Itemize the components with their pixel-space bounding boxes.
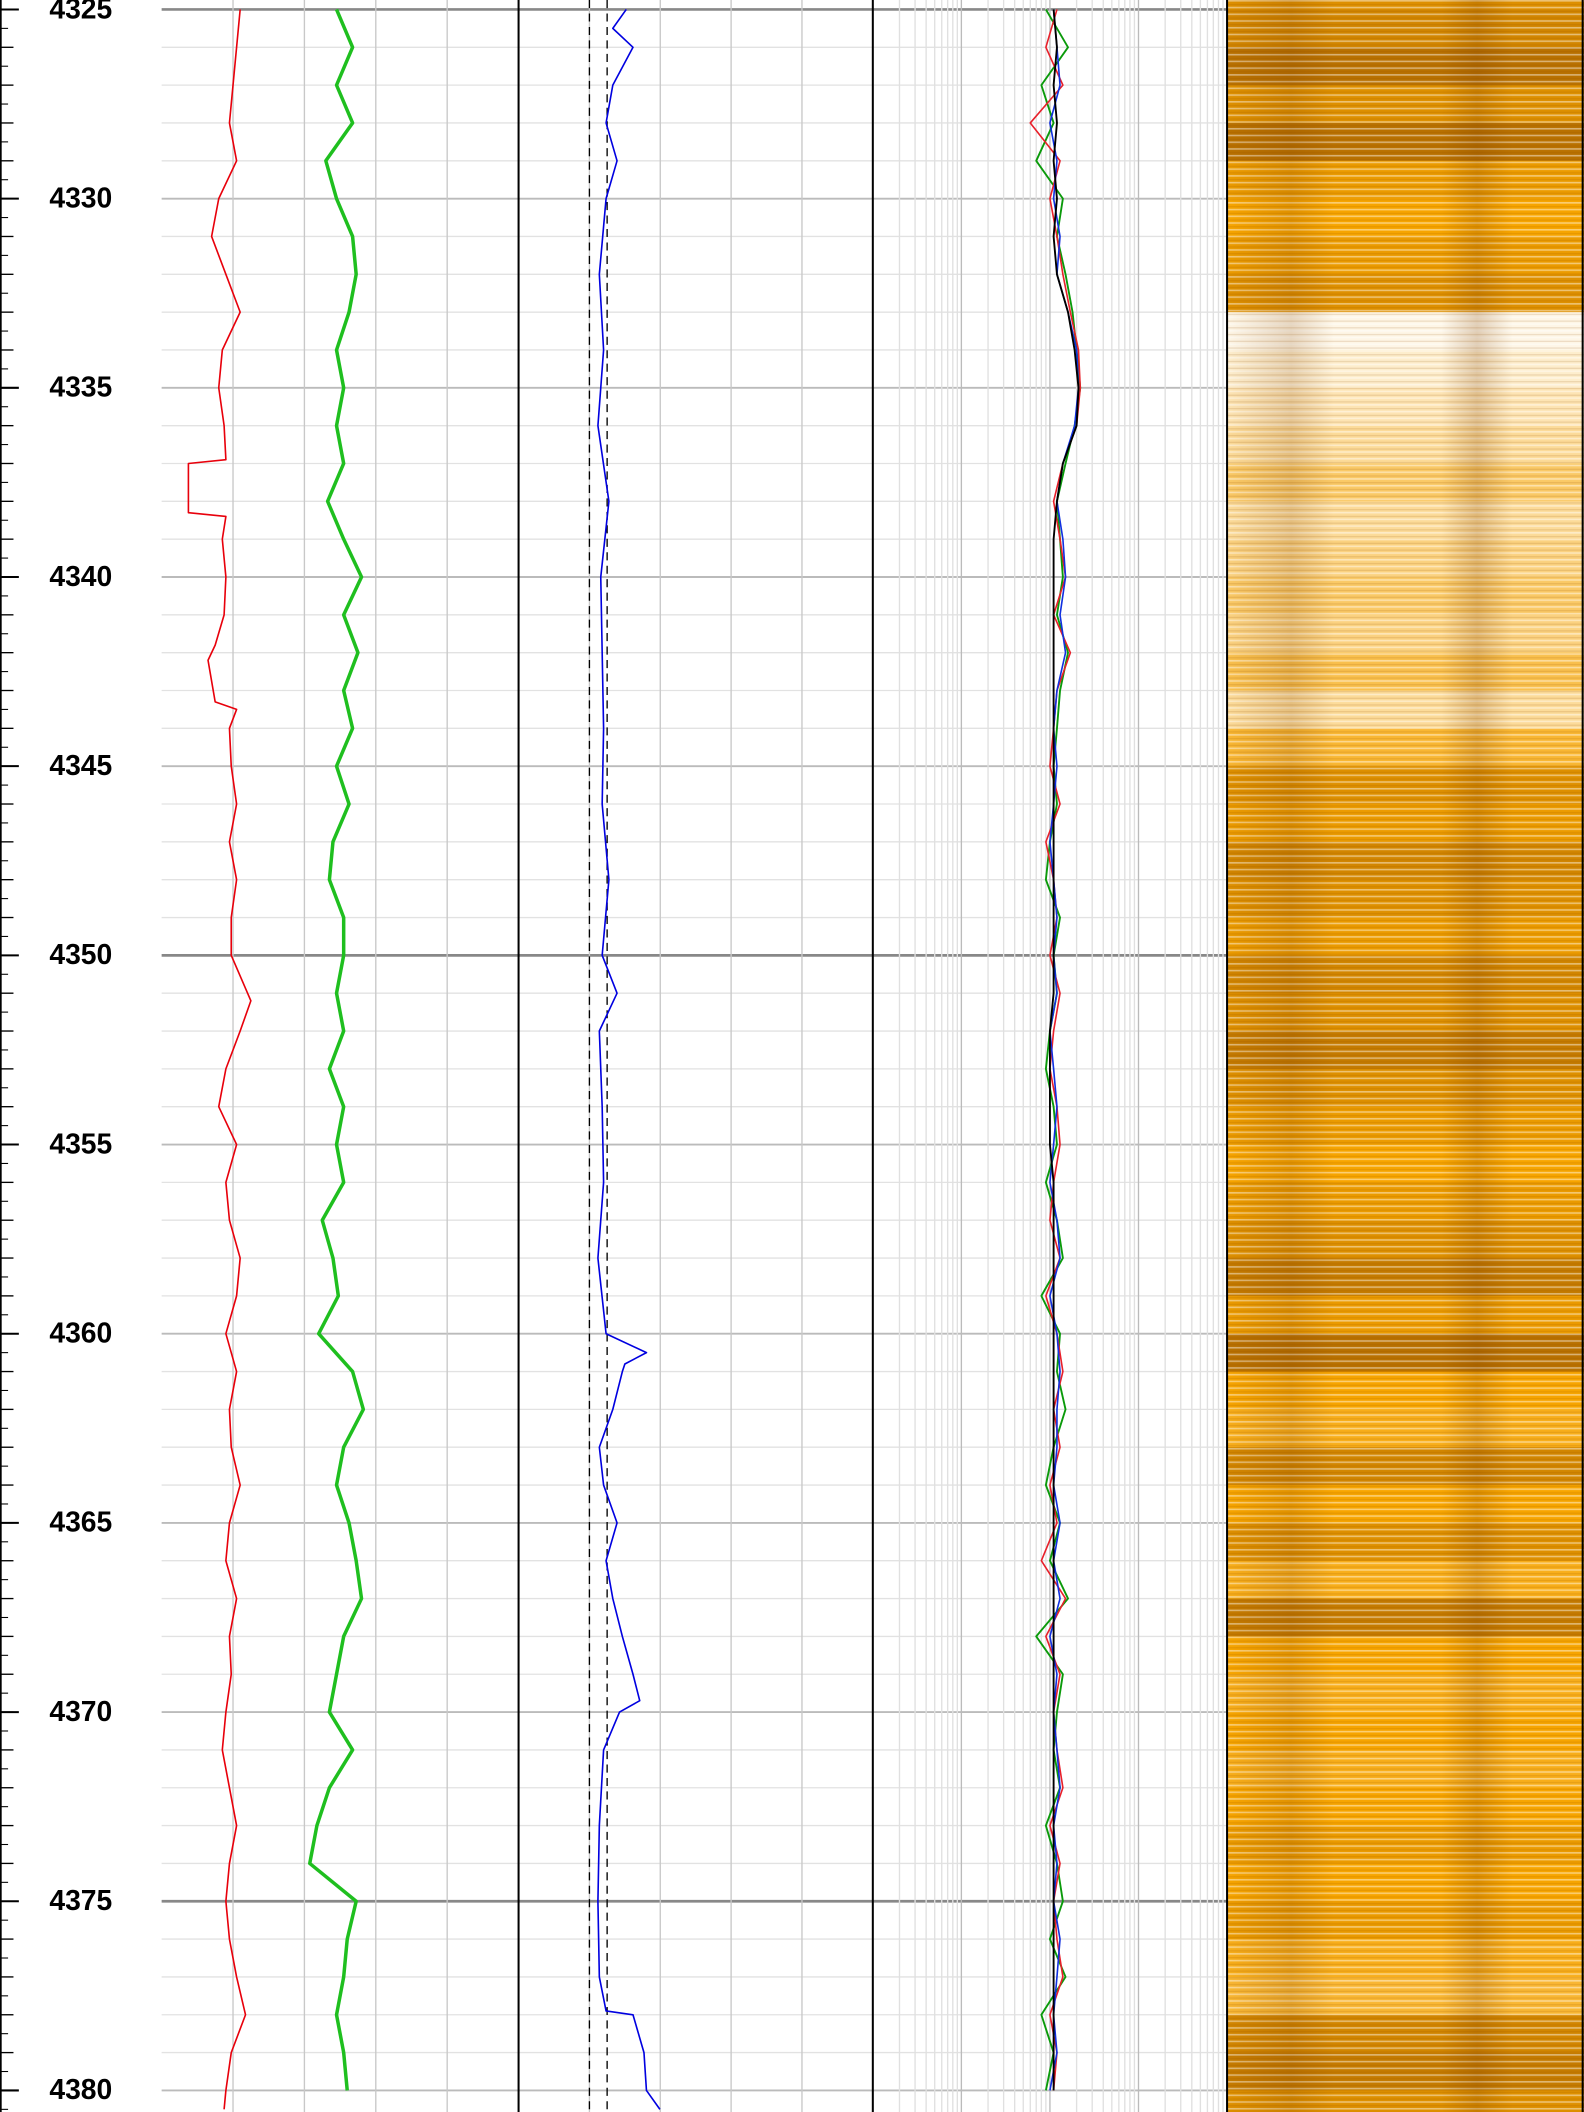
y-tick-label: 4335	[49, 371, 112, 403]
y-tick-label: 4340	[49, 560, 112, 592]
y-tick-label: 4330	[49, 181, 112, 213]
log-curve	[308, 8, 366, 2091]
y-tick-label: 4375	[49, 1884, 112, 1916]
y-tick-label: 4345	[49, 749, 112, 781]
y-tick-label-bg	[32, 0, 130, 27]
log-curve	[597, 8, 661, 2110]
y-tick-label: 4370	[49, 1695, 112, 1727]
curves-layer	[187, 8, 1082, 2110]
y-tick-label-bg	[32, 937, 130, 973]
y-tick-label-bg	[32, 1694, 130, 1730]
y-tick-label: 4325	[49, 0, 112, 24]
frame	[517, 0, 1584, 2112]
y-tick-label-bg	[32, 1316, 130, 1352]
y-tick-label: 4360	[49, 1317, 112, 1349]
y-tick-label-bg	[32, 181, 130, 217]
image-texture	[1227, 0, 1584, 2112]
y-tick-label-bg	[32, 748, 130, 784]
y-tick-label-bg	[32, 1883, 130, 1919]
log-curve	[1048, 9, 1080, 2091]
depth-axis: 4325 4330 4335 4340 4345 4350 4355 4360 4365 4370…	[0, 0, 130, 2112]
y-tick-label-bg	[32, 1505, 130, 1541]
log-curve	[187, 9, 252, 2110]
log-curve	[1029, 9, 1082, 2091]
log-curve	[1049, 9, 1080, 2091]
y-tick-label-bg	[32, 1127, 130, 1163]
y-tick-label-bg	[32, 559, 130, 595]
y-tick-label: 4380	[49, 2073, 112, 2105]
y-tick-label-bg	[32, 370, 130, 406]
y-tick-label: 4365	[49, 1506, 112, 1538]
log-curve	[1035, 8, 1082, 2091]
y-tick-label-bg	[32, 2072, 130, 2108]
y-tick-label: 4355	[49, 1127, 112, 1159]
grid-layer	[161, 0, 1228, 2112]
y-tick-label: 4350	[49, 938, 112, 970]
